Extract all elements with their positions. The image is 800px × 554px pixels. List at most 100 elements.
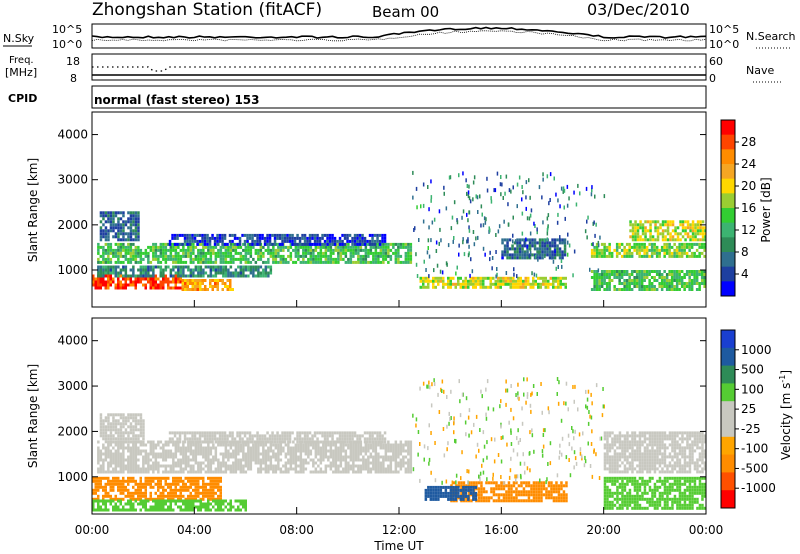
velocity-cell <box>409 464 413 468</box>
power-cell <box>353 242 357 246</box>
power-cell <box>117 211 120 215</box>
power-cell <box>623 282 626 285</box>
power-cell <box>489 276 492 280</box>
power-cell <box>499 276 502 280</box>
power-cell <box>264 260 268 264</box>
velocity-cell <box>222 502 225 506</box>
velocity-cell <box>532 490 536 494</box>
power-cell <box>132 283 135 287</box>
power-cell <box>319 248 323 252</box>
velocity-cell <box>127 416 130 420</box>
power-cell <box>97 265 100 269</box>
velocity-cell <box>562 484 566 488</box>
power-scatter-cell <box>430 198 432 203</box>
velocity-cell <box>248 434 252 438</box>
velocity-cell <box>324 467 328 471</box>
velocity-cell <box>535 499 538 503</box>
power-cell <box>650 248 654 252</box>
velocity-cell <box>317 449 320 453</box>
power-cell <box>167 280 170 284</box>
power-cell <box>631 238 635 242</box>
power-cell <box>645 245 649 249</box>
power-cell <box>127 274 130 278</box>
power-cell <box>164 251 168 255</box>
power-cell <box>267 251 270 255</box>
power-cell <box>134 245 138 249</box>
power-cell <box>654 223 657 227</box>
velocity-cell <box>184 488 187 492</box>
power-cell <box>374 251 378 255</box>
velocity-cell <box>243 440 247 444</box>
velocity-cell <box>507 487 511 491</box>
power-cell <box>333 239 337 243</box>
velocity-cell <box>238 434 242 438</box>
power-cell <box>452 282 455 286</box>
velocity-cell <box>212 491 215 495</box>
velocity-cell <box>329 452 333 456</box>
power-cell <box>224 274 228 278</box>
velocity-cell <box>560 493 563 497</box>
power-cell <box>650 242 654 246</box>
velocity-cell <box>249 446 253 450</box>
velocity-cell <box>194 446 198 450</box>
power-cell <box>644 235 647 239</box>
power-cell <box>227 248 230 252</box>
power-cell <box>703 282 706 285</box>
power-cell <box>216 279 219 282</box>
velocity-cell <box>214 502 217 506</box>
power-cell <box>598 279 601 282</box>
velocity-cell <box>338 434 342 438</box>
velocity-cell <box>298 440 302 444</box>
power-scatter-cell <box>534 224 536 228</box>
velocity-cell <box>234 508 237 512</box>
velocity-cell <box>222 443 225 447</box>
power-cell <box>518 250 522 254</box>
velocity-cell <box>169 502 172 506</box>
velocity-cell <box>351 437 354 441</box>
velocity-cell <box>399 464 403 468</box>
power-cell <box>102 223 105 227</box>
velocity-cell <box>346 440 349 444</box>
velocity-cell <box>339 452 343 456</box>
velocity-cell <box>268 434 272 438</box>
velocity-cell <box>213 431 217 435</box>
velocity-cell <box>209 452 213 456</box>
power-cell <box>562 282 565 286</box>
velocity-cell <box>272 470 275 474</box>
velocity-cell <box>187 497 190 501</box>
velocity-cell <box>272 467 275 471</box>
power-cell <box>316 236 319 240</box>
velocity-cell <box>114 461 118 465</box>
velocity-cell <box>99 425 103 429</box>
power-cell <box>660 285 664 288</box>
power-cell <box>671 238 675 242</box>
power-cell <box>690 279 694 282</box>
power-cell <box>648 270 651 273</box>
power-cell <box>669 223 672 227</box>
velocity-cell <box>520 481 523 485</box>
power-cell <box>603 254 606 258</box>
velocity-cell <box>189 491 192 495</box>
power-cell <box>159 280 162 284</box>
power-scatter-cell <box>412 170 414 175</box>
power-cell <box>482 285 485 289</box>
velocity-cell <box>364 464 368 468</box>
velocity-cell <box>304 443 308 447</box>
power-scatter-cell <box>452 239 454 244</box>
power-cell <box>159 254 163 258</box>
velocity-cell <box>515 499 518 503</box>
power-cell <box>177 265 180 269</box>
power-cell <box>459 276 462 280</box>
velocity-cell <box>206 440 209 444</box>
velocity-cell <box>409 461 413 465</box>
power-cell <box>658 273 661 276</box>
velocity-cell <box>142 505 145 509</box>
velocity-cell <box>139 479 142 483</box>
power-cell <box>129 257 133 261</box>
velocity-cell <box>194 476 197 480</box>
velocity-cell <box>167 464 170 468</box>
velocity-cell <box>117 422 120 426</box>
power-cell <box>698 273 701 276</box>
power-cell <box>214 279 217 282</box>
